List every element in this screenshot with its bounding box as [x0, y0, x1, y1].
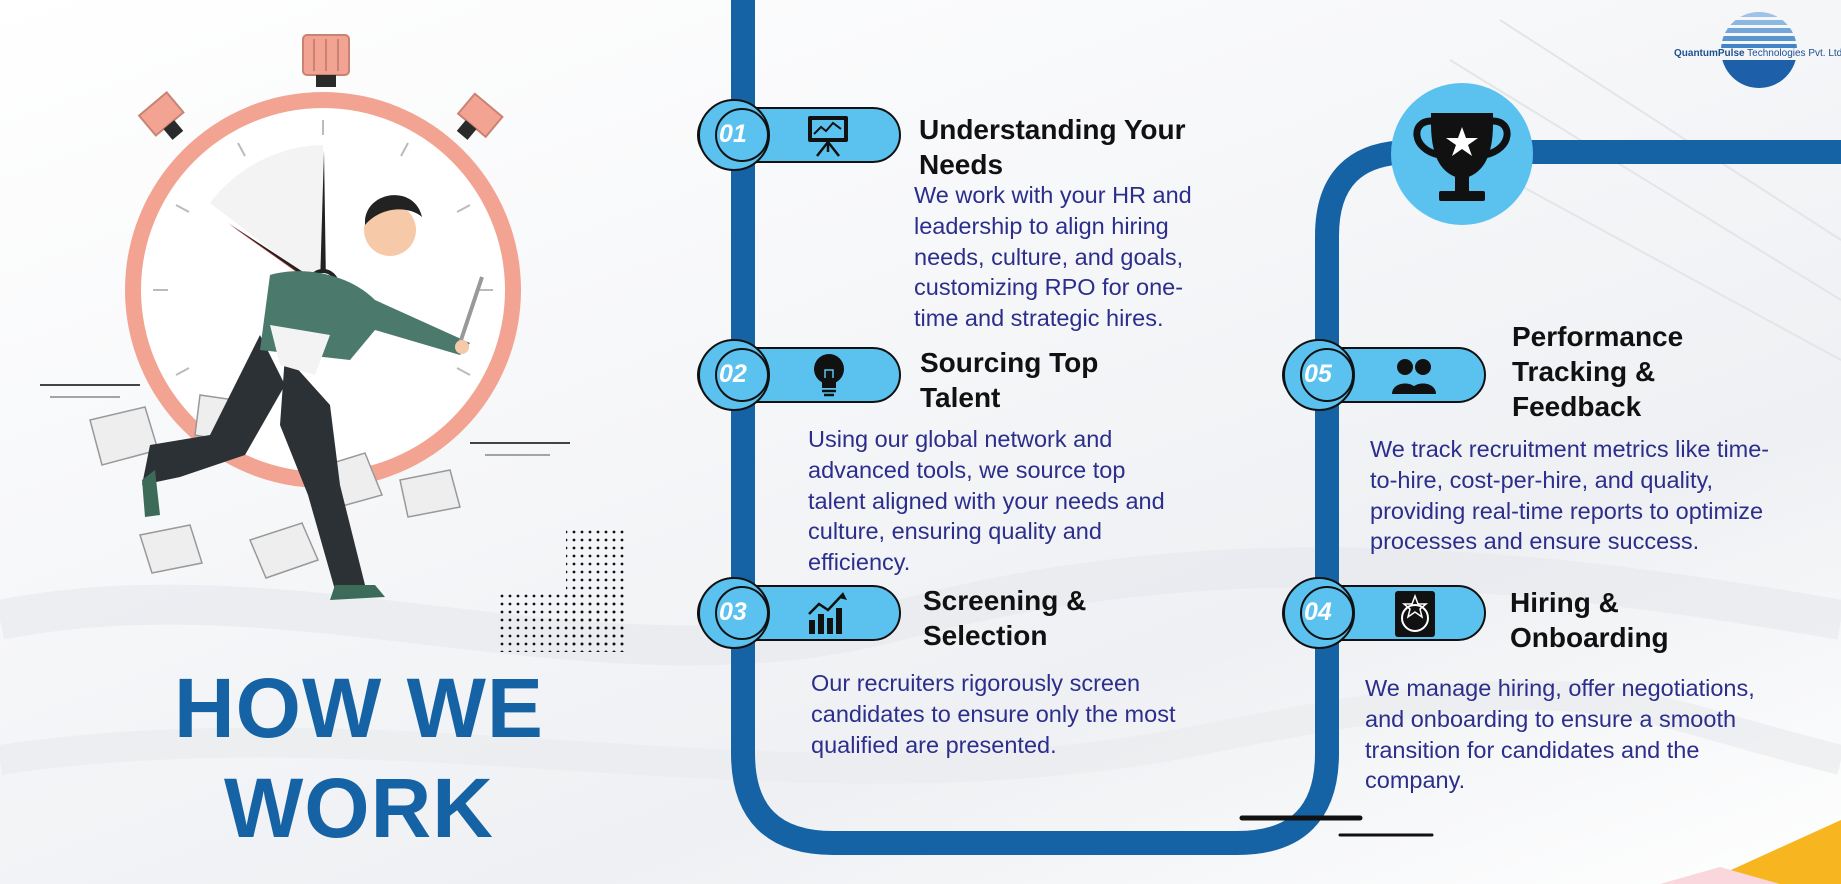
step-04-line: transition for candidates and the — [1365, 736, 1700, 763]
step-03-heading-line-2: Selection — [923, 620, 1048, 651]
step-04-heading: Hiring & Onboarding — [1510, 585, 1669, 655]
step-number: 01 — [719, 120, 747, 148]
step-04-line: and onboarding to ensure a smooth — [1365, 705, 1737, 732]
step-number: 04 — [1304, 598, 1332, 626]
step-03-heading-line-1: Screening & — [923, 585, 1087, 616]
trophy-icon — [1413, 113, 1511, 201]
step-01-line: time and strategic hires. — [914, 305, 1164, 332]
step-03-line: Our recruiters rigorously screen — [811, 670, 1141, 696]
medal-icon — [1395, 591, 1435, 637]
step-05-heading-line-1: Performance — [1512, 321, 1684, 352]
step-number: 03 — [719, 598, 747, 626]
page-title-line-2: WORK — [224, 761, 494, 855]
step-01-line: We work with your HR and — [914, 182, 1192, 208]
step-04-heading-line-1: Hiring & — [1510, 587, 1619, 618]
step-05-line: providing real-time reports to optimize — [1370, 497, 1764, 524]
step-05-heading-line-3: Feedback — [1512, 391, 1642, 422]
step-01-line: customizing RPO for one- — [914, 274, 1184, 301]
step-02-line: advanced tools, we source top — [808, 456, 1126, 483]
stopwatch-illustration — [40, 34, 570, 600]
step-05-line: processes and ensure success. — [1370, 528, 1700, 555]
step-02-description: Using our global network and advanced to… — [808, 424, 1165, 578]
step-01-heading-line-2: Needs — [919, 149, 1004, 180]
step-04-line: company. — [1365, 767, 1466, 794]
step-03-pill: 03 — [697, 576, 902, 650]
dot-grid-decoration — [500, 530, 624, 652]
logo-brand: QuantumPulse — [1674, 48, 1745, 59]
step-02-line: talent aligned with your needs and — [808, 487, 1165, 514]
team-icon — [1392, 359, 1436, 394]
presentation-board-icon — [808, 116, 848, 157]
step-number: 02 — [719, 360, 747, 388]
trophy-badge — [1391, 83, 1533, 225]
step-05-description: We track recruitment metrics like time- … — [1370, 434, 1769, 557]
step-04-line: We manage hiring, offer negotiations, — [1365, 675, 1755, 701]
step-01-line: needs, culture, and goals, — [914, 243, 1184, 270]
step-05-line: to-hire, cost-per-hire, and quality, — [1370, 466, 1714, 493]
step-04-heading-line-2: Onboarding — [1510, 622, 1669, 653]
step-05-heading-line-2: Tracking & — [1512, 356, 1656, 387]
step-03-line: qualified are presented. — [811, 731, 1057, 758]
step-01-line: leadership to align hiring — [914, 212, 1169, 239]
step-03-line: candidates to ensure only the most — [811, 700, 1176, 727]
step-05-heading: Performance Tracking & Feedback — [1512, 319, 1683, 424]
logo-tagline: Technologies Pvt. Ltd — [1744, 48, 1841, 59]
step-01-heading: Understanding Your Needs — [919, 112, 1186, 182]
step-01-pill: 01 — [697, 98, 902, 172]
step-02-heading-line-1: Sourcing Top — [920, 347, 1099, 378]
logo-mark — [1721, 12, 1797, 88]
company-logo: QuantumPulse Technologies Pvt. Ltd — [1670, 10, 1841, 90]
step-04-pill: 04 — [1282, 576, 1487, 650]
growth-chart-icon — [808, 592, 847, 634]
step-05-pill: 05 — [1282, 338, 1487, 412]
step-04-description: We manage hiring, offer negotiations, an… — [1365, 673, 1755, 796]
step-02-heading: Sourcing Top Talent — [920, 345, 1098, 415]
step-02-heading-line-2: Talent — [920, 382, 1001, 413]
step-01-description: We work with your HR and leadership to a… — [914, 180, 1192, 334]
step-01-heading-line-1: Understanding Your — [919, 114, 1186, 145]
step-02-line: Using our global network and — [808, 426, 1113, 452]
step-02-line: culture, ensuring quality and — [808, 518, 1102, 545]
page-title-line-1: HOW WE — [174, 661, 544, 755]
lightbulb-icon — [814, 354, 844, 397]
step-02-pill: 02 — [697, 338, 902, 412]
step-03-heading: Screening & Selection — [923, 583, 1086, 653]
paper-plane-decoration — [1660, 820, 1841, 884]
logo-text: QuantumPulse Technologies Pvt. Ltd — [1674, 48, 1841, 59]
step-03-description: Our recruiters rigorously screen candida… — [811, 668, 1175, 760]
step-05-line: We track recruitment metrics like time- — [1370, 436, 1770, 462]
step-02-line: efficiency. — [808, 549, 911, 576]
step-number: 05 — [1304, 360, 1332, 388]
